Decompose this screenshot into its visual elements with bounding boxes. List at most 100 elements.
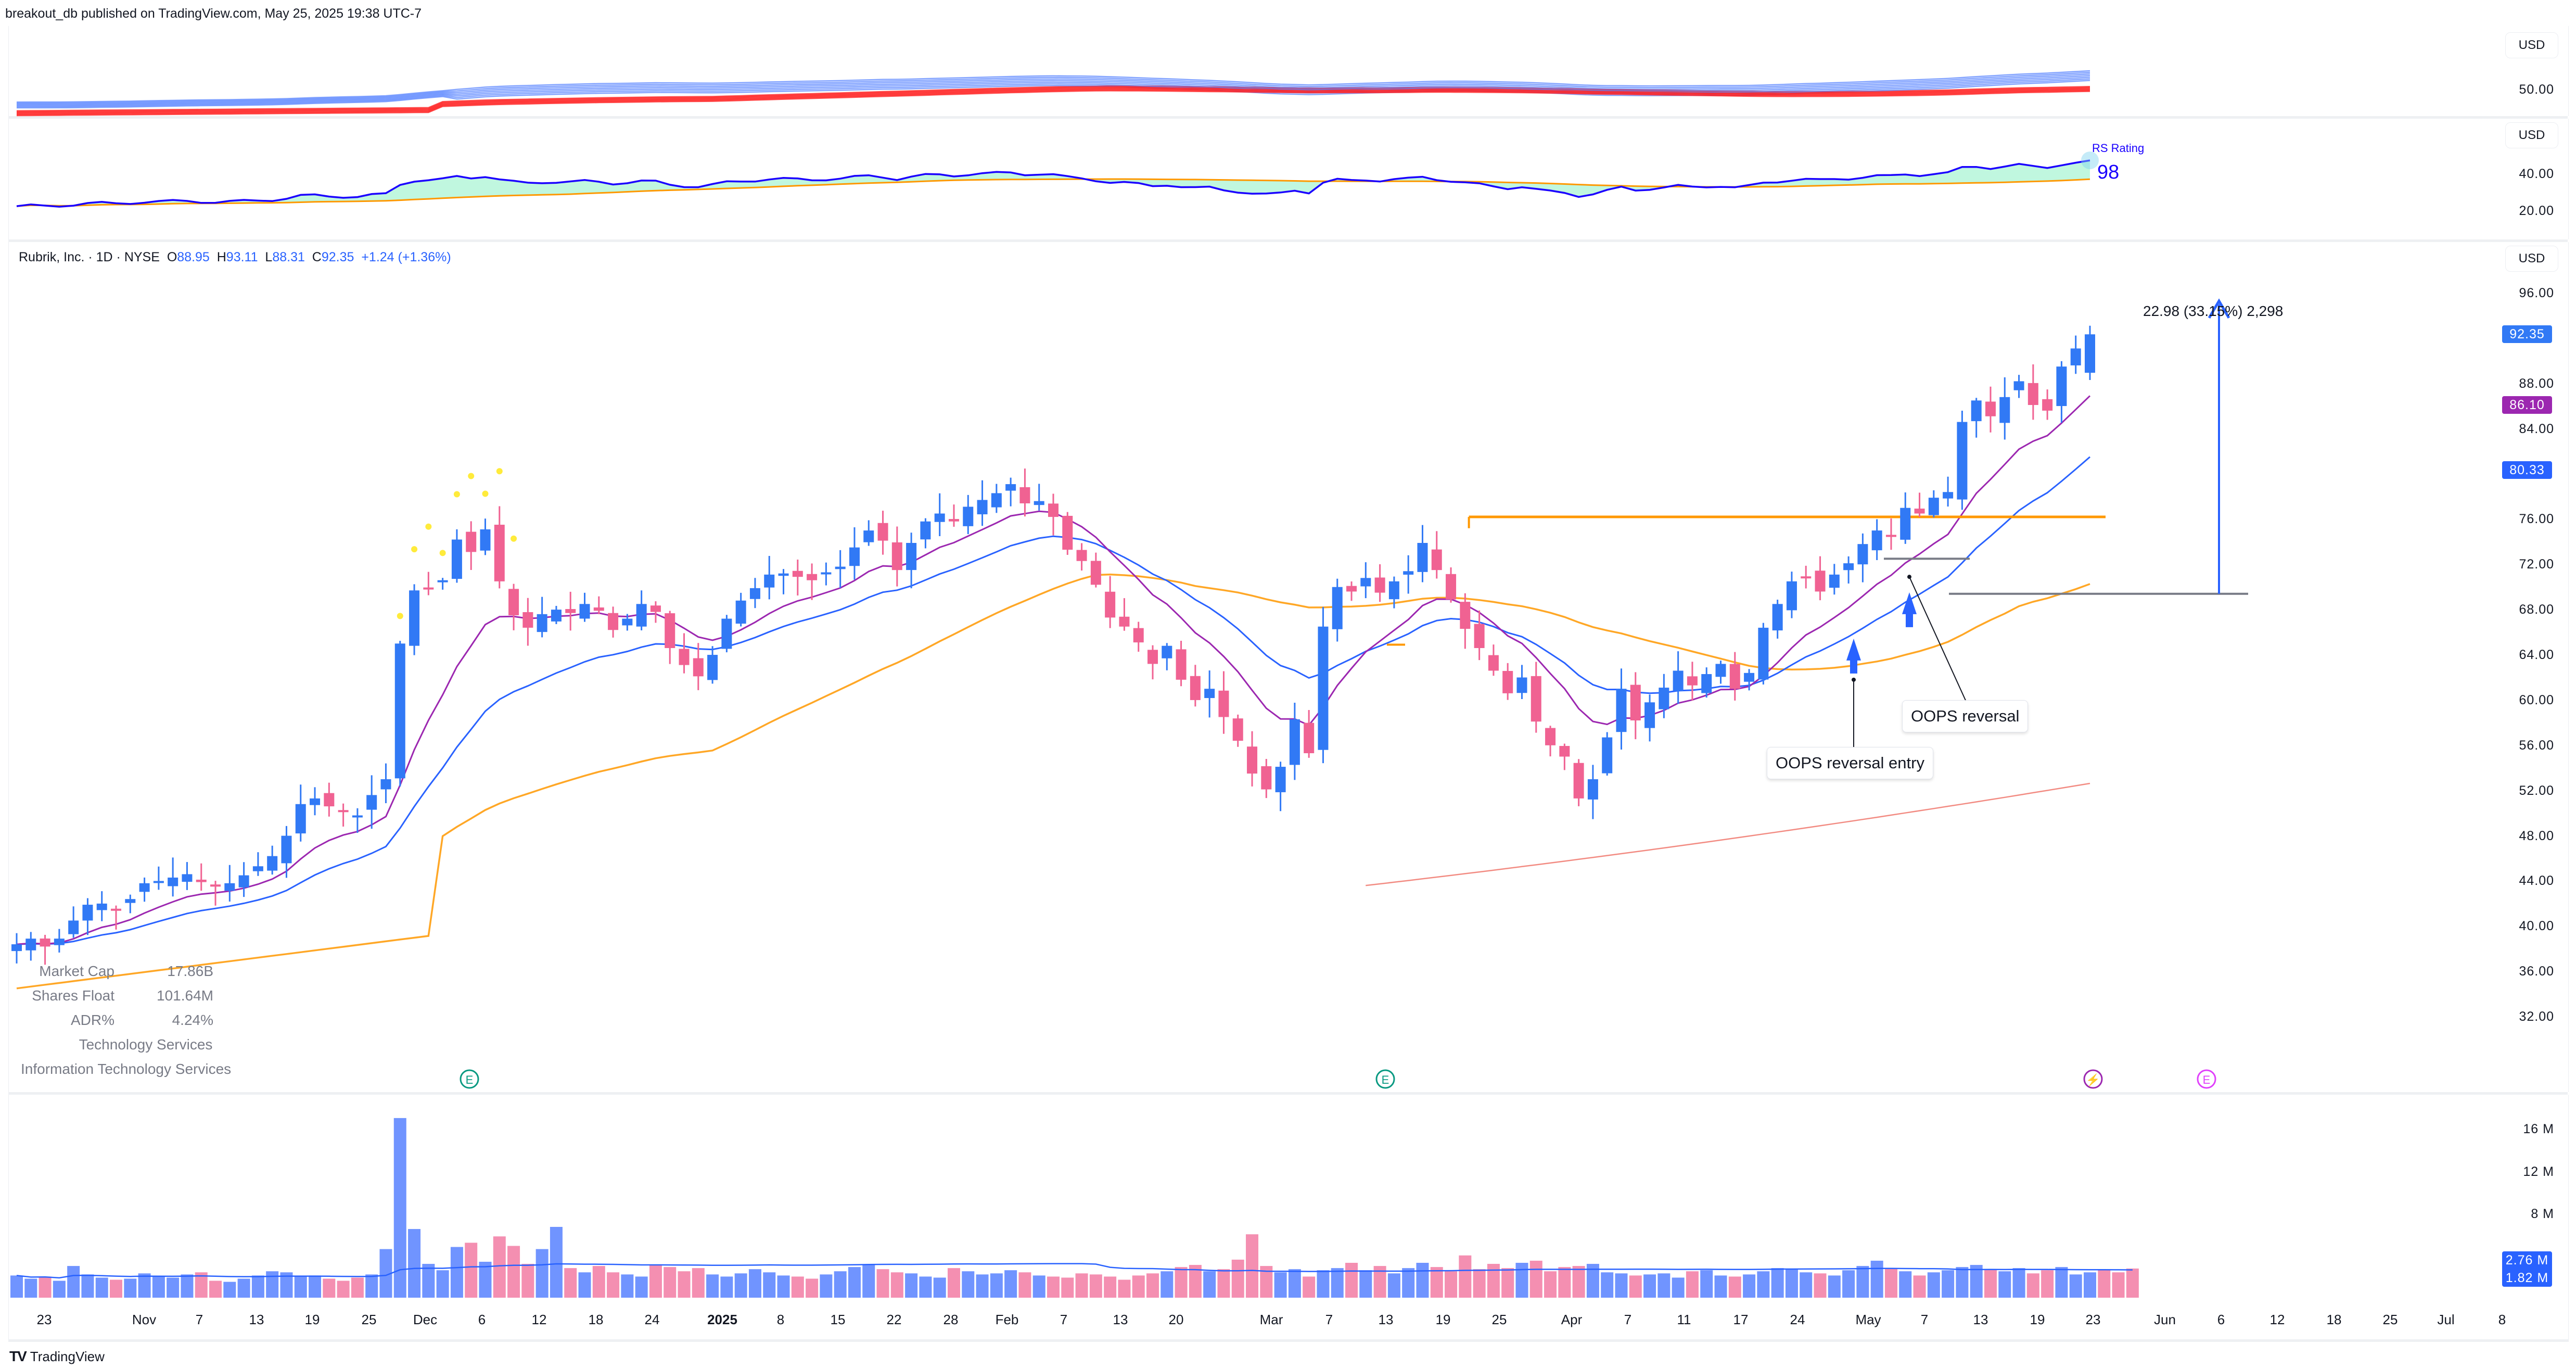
volume-bar — [1842, 1270, 1855, 1298]
currency-selector[interactable]: USD — [2505, 32, 2558, 58]
volume-bar — [876, 1269, 889, 1298]
price-tick: 96.00 — [2519, 286, 2554, 300]
candle-body — [1076, 550, 1087, 561]
volume-bar — [1828, 1275, 1841, 1298]
annotation-oops-reversal-entry[interactable]: OOPS reversal entry — [1767, 747, 1933, 779]
candle-body — [2056, 366, 2067, 407]
time-tick: 13 — [1113, 1312, 1128, 1327]
candle-body — [948, 519, 959, 522]
volume-bar — [1246, 1234, 1259, 1298]
candle-body — [665, 613, 675, 649]
volume-bar — [990, 1273, 1003, 1298]
volume-bar — [95, 1277, 108, 1298]
candle-body — [1488, 655, 1499, 671]
volume-bar — [1998, 1271, 2011, 1298]
volume-bar — [1942, 1270, 1955, 1298]
time-tick: 28 — [943, 1312, 959, 1327]
price-tick: 72.00 — [2519, 557, 2554, 572]
panel-divider[interactable] — [8, 239, 2568, 242]
candle-body — [1630, 684, 1641, 721]
fund-value: 4.24% — [172, 1012, 213, 1028]
candle-body — [835, 566, 846, 569]
candle-body — [1971, 400, 1982, 422]
volume-bar — [607, 1272, 620, 1298]
candle-body — [1502, 670, 1513, 693]
volume-bar — [1643, 1274, 1656, 1298]
fund-key: Market Cap — [39, 963, 114, 979]
volume-bar — [1104, 1276, 1117, 1298]
volume-bar — [1785, 1269, 1798, 1298]
time-tick: 23 — [2085, 1312, 2101, 1327]
volume-bar — [323, 1278, 336, 1298]
symbol-legend[interactable]: Rubrik, Inc. · 1D · NYSE O88.95 H93.11 L… — [19, 250, 451, 265]
candle-body — [196, 879, 207, 882]
candle-body — [1957, 422, 1968, 500]
candle-body — [1801, 576, 1812, 579]
candle-body — [1843, 563, 1854, 571]
annotation-leader — [1909, 576, 1968, 704]
candle-body — [1275, 767, 1286, 792]
price-panel — [8, 242, 2569, 1092]
signal-dot — [411, 546, 418, 553]
candle-body — [849, 547, 860, 566]
panel-divider[interactable] — [8, 116, 2568, 119]
candle-body — [1332, 587, 1343, 629]
candle-body — [650, 605, 661, 612]
event-marker-icon — [460, 1069, 479, 1089]
price-tag: 86.10 — [2502, 396, 2552, 414]
volume-bar — [791, 1276, 804, 1298]
event-marker-icon — [2197, 1069, 2216, 1089]
tradingview-logo[interactable]: TV TradingView — [9, 1348, 105, 1365]
volume-bar — [1601, 1272, 1614, 1298]
candle-body — [579, 604, 590, 619]
currency-selector[interactable]: USD — [2505, 246, 2558, 272]
price-tick: 88.00 — [2519, 376, 2554, 391]
rs-fill-area — [17, 160, 2090, 207]
event-glyph: E — [466, 1073, 474, 1086]
candle-body — [295, 804, 306, 834]
ribbon-slow-line — [16, 89, 2090, 116]
volume-bar — [2126, 1268, 2139, 1298]
volume-bar — [763, 1272, 776, 1298]
volume-bar — [905, 1273, 918, 1298]
time-tick: 25 — [1491, 1312, 1507, 1327]
volume-bar — [976, 1274, 989, 1298]
candle-body — [182, 874, 193, 882]
volume-bar — [2084, 1272, 2096, 1298]
time-tick: 8 — [2498, 1312, 2506, 1327]
candle-body — [1289, 719, 1300, 765]
tradingview-icon: TV — [9, 1348, 27, 1364]
candle-body — [1133, 628, 1144, 643]
candle-body — [522, 612, 533, 628]
volume-bar — [493, 1236, 506, 1298]
volume-bar — [2098, 1270, 2111, 1298]
volume-bar — [521, 1264, 534, 1298]
volume-bar — [1501, 1268, 1514, 1298]
volume-bar — [24, 1278, 37, 1298]
signal-dot — [397, 613, 403, 619]
candle-body — [1857, 544, 1868, 565]
price-tick: 36.00 — [2519, 964, 2554, 979]
candle-body — [1715, 664, 1726, 677]
volume-bar — [820, 1274, 833, 1298]
candle-body — [1659, 688, 1669, 709]
volume-bar — [1899, 1271, 1912, 1298]
ribbon-fast-line — [17, 71, 2090, 104]
candle-body — [380, 779, 391, 790]
fund-value: 101.64M — [157, 987, 213, 1004]
volume-bar — [1132, 1275, 1145, 1298]
time-tick: Nov — [132, 1312, 157, 1327]
volume-tag: 2.76 M — [2502, 1251, 2552, 1269]
candle-body — [1346, 586, 1357, 592]
candle-body — [1318, 626, 1329, 750]
volume-bar — [1118, 1279, 1131, 1298]
time-tick: 17 — [1733, 1312, 1749, 1327]
candle-body — [1999, 397, 2010, 423]
candle-body — [1928, 498, 1939, 515]
time-tick: Jul — [2437, 1312, 2455, 1327]
currency-selector[interactable]: USD — [2505, 122, 2558, 148]
panel-divider[interactable] — [8, 1092, 2568, 1095]
candle-body — [551, 610, 562, 622]
annotation-oops-reversal[interactable]: OOPS reversal — [1902, 700, 2029, 732]
